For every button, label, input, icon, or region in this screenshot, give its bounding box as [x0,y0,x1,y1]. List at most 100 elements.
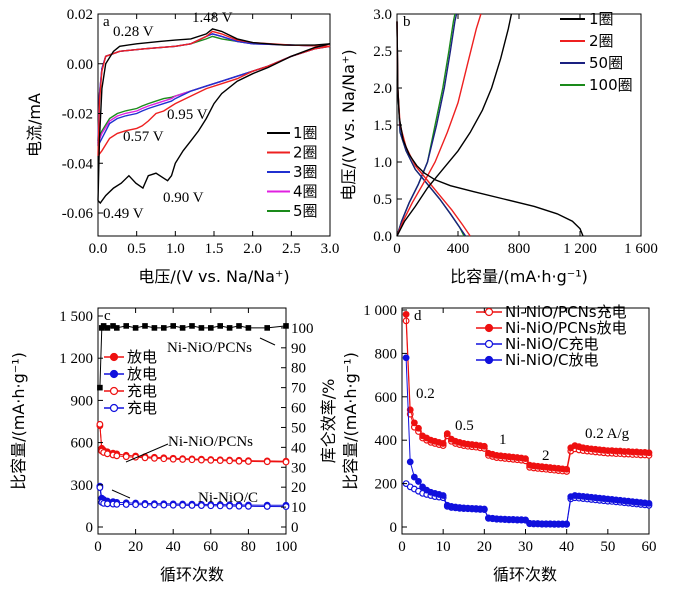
d-ytick-label: 0 [390,520,398,536]
c-ytick-label: 600 [71,436,94,452]
rate-point-1-19 [480,442,488,450]
legend-label-1: Ni-NiO/PCNs放电 [505,319,627,337]
rate-label-1: 1 [499,432,507,448]
cycle-point-2-16 [216,457,224,465]
cycle-point-3-18 [235,502,243,510]
gcd-charge-1圈 [396,13,513,237]
a-ytick-label: -0.02 [62,107,93,123]
cycle-point-2-14 [197,456,205,464]
panel-c-y2label: 库仑效率/% [319,379,338,464]
legend-swatch-marker-3 [484,355,494,365]
rate-point-3-39 [563,520,571,528]
panel-d-xlabel: 循环次数 [493,565,557,584]
cycle-point-4-15 [208,325,214,331]
c-y2tick-label: 0 [291,520,299,536]
legend-label-1: 放电 [127,365,157,383]
panel-d-legend: Ni-NiO/PCNs充电Ni-NiO/PCNs放电Ni-NiO/C充电Ni-N… [476,303,627,369]
b-ytick-label: 1.5 [373,118,392,134]
legend-swatch-marker-1 [109,369,119,379]
cycle-point-3-12 [179,501,187,509]
rate-point-1-3 [415,424,422,432]
c-xtick-label: 40 [166,539,181,555]
c-xtick-label: 60 [203,539,218,555]
panel-a-ylabel: 电流/mA [25,93,44,157]
panel-a-cv-chart: 0.0 0.5 1.0 1.5 2.0 2.5 3.0 0.02 0.00 -0.02 -0.04 -… [25,7,339,286]
cycle-point-2-11 [169,455,177,463]
cycle-point-4-3 [104,325,111,331]
gcd-discharge-100圈 [396,21,465,237]
rate-point-1-29 [522,455,529,463]
rate-point-3-19 [480,505,488,513]
rate-point-1-59 [645,449,653,457]
c-xtick-label: 80 [241,539,256,555]
d-ytick-label: 600 [375,390,398,406]
rate-point-3-2 [410,473,418,481]
arrow-pcns [125,443,169,463]
d-ytick-label: 400 [375,433,398,449]
cycle-point-2-0 [96,420,104,428]
d-ytick-label: 1 000 [363,303,397,319]
c-ytick-label: 0 [86,520,94,536]
cv-cathodic-2圈 [97,45,331,157]
panel-c-series [96,323,290,511]
gcd-charge-50圈 [396,13,458,237]
rate-point-3-29 [522,516,529,524]
legend-label-5圈: 5圈 [293,202,318,220]
panel-b-letter: b [403,14,411,30]
rate-point-3-59 [645,499,653,507]
b-xtick-label: 400 [447,241,470,257]
panel-d-series [402,310,653,528]
c-ytick-label: 900 [71,393,94,409]
cycle-point-3-10 [160,501,168,509]
a-xtick-label: 3.0 [321,241,340,257]
d-xtick-label: 30 [518,539,533,555]
cycle-point-3-6 [122,501,130,508]
cycle-point-2-19 [244,458,252,465]
legend-label-2: 充电 [127,382,157,400]
annotation-0-57v: 0.57 V [123,129,164,145]
legend-label-2: Ni-NiO/C充电 [505,335,599,353]
b-xtick-label: 0 [393,241,401,257]
panel-c-frame [97,307,287,535]
cycle-point-3-0 [96,484,104,492]
c-xtick-label: 20 [128,539,143,555]
cycle-point-2-5 [113,452,121,460]
cycle-point-2-3 [103,450,111,458]
panel-a-letter: a [103,14,110,30]
d-xtick-label: 50 [600,539,615,555]
legend-label-100圈: 100圈 [589,76,633,94]
b-ytick-label: 0.5 [373,192,392,208]
legend-label-4圈: 4圈 [293,183,318,201]
gcd-discharge-50圈 [396,21,467,237]
c-xtick-label: 100 [275,539,298,555]
c-y2tick-label: 40 [291,440,306,456]
cycle-point-4-5 [114,325,120,331]
cycle-point-3-17 [226,502,234,510]
cycle-point-2-18 [235,457,243,465]
d-ytick-label: 200 [375,477,398,493]
legend-label-0: 放电 [127,348,157,366]
panel-c-label-c-capacity: Ni-NiO/C [198,490,258,506]
c-y2tick-label: 60 [291,401,306,417]
cycle-point-4-12 [179,325,186,331]
cv-anodic-1圈 [97,28,331,201]
cycle-point-4-11 [170,323,176,329]
rate-point-3-9 [439,492,447,499]
rate-point-1-10 [443,430,451,438]
panel-b-legend: 1圈 2圈 50圈 100圈 [560,10,633,94]
rate-label-0-5: 0.5 [455,418,474,434]
cycle-point-4-20 [264,325,270,331]
cycle-point-2-20 [263,458,271,466]
rate-point-1-39 [563,465,571,473]
c-y2tick-label: 70 [291,381,306,397]
cycle-point-4-14 [198,325,205,331]
c-y2tick-label: 20 [291,480,306,496]
a-ytick-label: -0.06 [62,206,94,222]
cycle-point-3-15 [207,502,215,510]
cycle-point-4-8 [142,323,148,329]
a-ytick-label: 0.02 [67,7,93,23]
